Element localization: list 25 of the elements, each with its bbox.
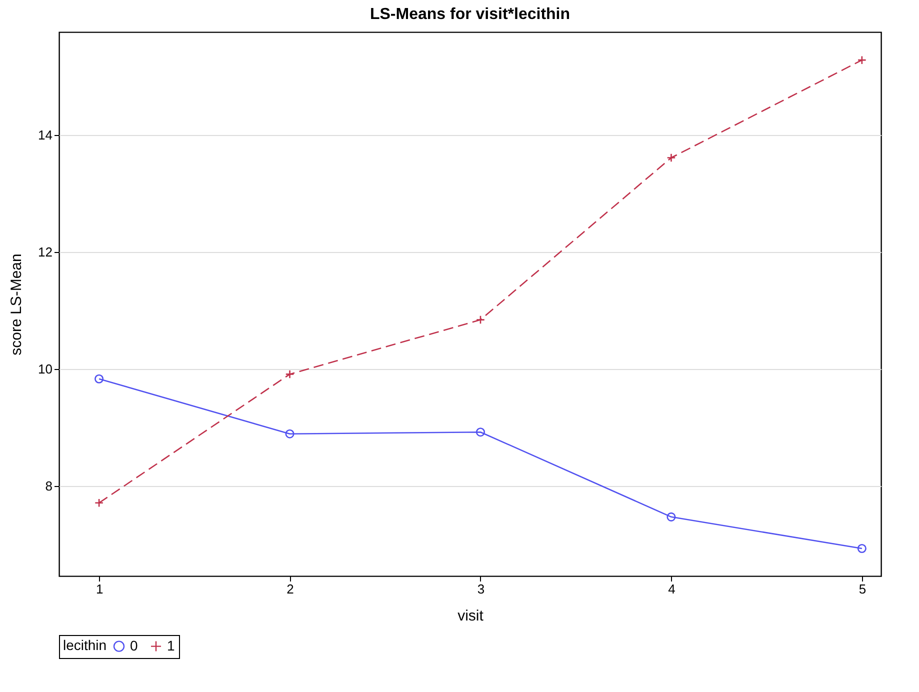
y-tick-label: 8	[45, 478, 52, 494]
chart-title: LS-Means for visit*lecithin	[370, 6, 570, 23]
x-axis-title: visit	[458, 608, 484, 624]
point	[666, 512, 676, 522]
x-tick-label: 3	[477, 582, 485, 596]
x-tick-label: 5	[858, 582, 866, 596]
y-tick-label: 10	[38, 361, 52, 376]
y-axis-title: score LS-Mean	[8, 254, 26, 356]
x-tick-label: 1	[96, 582, 104, 596]
legend-label: 0	[130, 637, 138, 654]
point	[285, 370, 294, 379]
y-tick-label: 12	[38, 244, 52, 260]
y-tick-label: 14	[38, 127, 52, 142]
legend-title: lecithin	[63, 637, 107, 653]
legend-label: 1	[167, 637, 175, 654]
x-tick-label: 2	[286, 582, 294, 596]
point	[857, 56, 866, 65]
point	[476, 428, 486, 437]
point	[666, 153, 676, 162]
x-tick-label: 4	[668, 582, 676, 596]
point	[285, 429, 294, 438]
point	[476, 315, 486, 324]
point	[94, 374, 104, 384]
point	[857, 544, 866, 554]
point	[94, 498, 104, 508]
